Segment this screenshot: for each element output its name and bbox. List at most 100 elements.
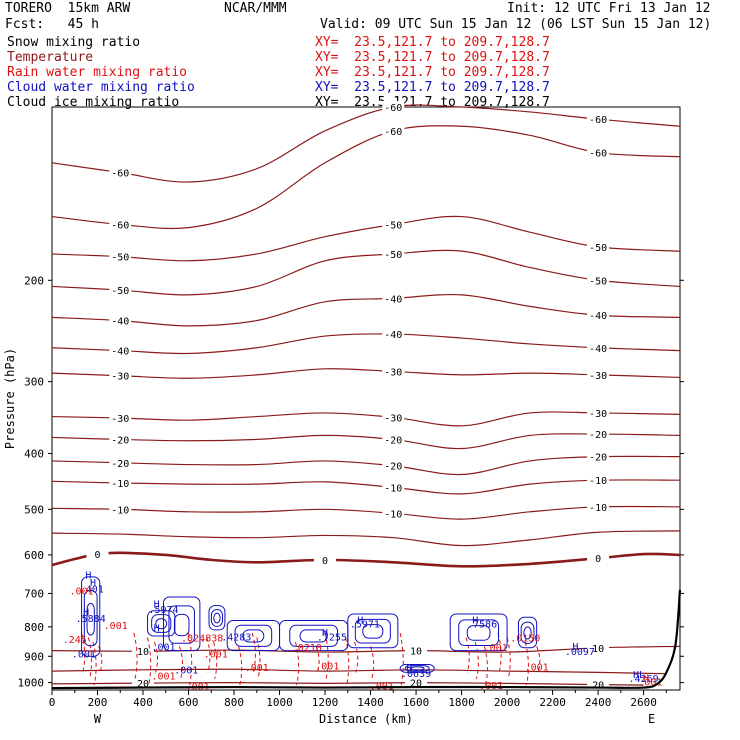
field-name-temperature: Temperature (7, 50, 94, 65)
isotherm-label: -60 (589, 149, 607, 160)
field-name-cloud-water: Cloud water mixing ratio (7, 80, 195, 95)
cloud-water-contour (213, 612, 221, 624)
y-tick-label: 200 (24, 274, 44, 287)
isotherm-label-bg (109, 369, 132, 381)
cloud-water-contour (210, 608, 224, 627)
rain-contour (206, 637, 211, 673)
isotherm-label: 20 (410, 679, 422, 690)
cloud-water-label: H (357, 616, 363, 627)
cloud-water-contour (404, 665, 430, 672)
isotherm-label: -40 (589, 344, 607, 355)
isotherm-label-bg (382, 218, 405, 230)
isotherm-line (51, 411, 681, 427)
isotherm-label: 10 (592, 644, 604, 655)
rain-label: .838 (199, 633, 223, 644)
isotherm-label: 0 (94, 550, 100, 561)
isotherm-label: -10 (589, 476, 607, 487)
x-tick-label: 1800 (448, 696, 475, 709)
cloud-water-contour (162, 596, 201, 652)
rain-label: .001 (638, 677, 662, 688)
field-xy-cloud-ice: XY= 23.5,121.7 to 209.7,128.7 (315, 95, 550, 110)
isotherm-label-bg (382, 328, 405, 340)
isotherm-label-bg (382, 481, 405, 493)
cloud-water-label: HL (633, 670, 645, 681)
y-tick-label: 300 (24, 376, 44, 389)
cloud-water-label: .001 (174, 666, 198, 677)
cloud-water-label: .7255 (317, 633, 347, 644)
isotherm-label: -50 (111, 286, 129, 297)
field-xy-temperature: XY= 23.5,121.7 to 209.7,128.7 (315, 50, 550, 65)
isotherm-label: -20 (589, 453, 607, 464)
cloud-water-contour (347, 613, 399, 649)
cloud-water-label: H (472, 616, 478, 627)
y-axis-label: Pressure (hPa) (3, 348, 17, 449)
rain-contour (524, 641, 529, 686)
rain-label: .0210 (292, 643, 322, 654)
isotherm-label-bg (405, 644, 428, 656)
isotherm-label: -40 (384, 330, 402, 341)
rain-label: .001 (525, 663, 549, 674)
rain-contour (153, 641, 159, 673)
cloud-water-contour (81, 576, 101, 657)
isotherm-label: -40 (589, 311, 607, 322)
isotherm-label-bg (86, 548, 109, 560)
header-valid: Valid: 09 UTC Sun 15 Jan 12 (06 LST Sun … (320, 17, 712, 32)
isotherm-label-bg (587, 309, 610, 321)
rain-contour (294, 641, 300, 686)
isotherm-line (51, 433, 681, 450)
cloud-water-label: .5974 (148, 605, 178, 616)
isotherm-label-bg (109, 433, 132, 445)
cloud-water-label: .5971 (350, 619, 380, 630)
rain-contour (483, 646, 488, 686)
cloud-water-contour (289, 624, 339, 647)
isotherm-label: 20 (592, 681, 604, 692)
isotherm-label-bg (382, 433, 405, 445)
x-tick-label: 2400 (585, 696, 612, 709)
isotherm-label: -60 (384, 127, 402, 138)
isotherm-label-bg (587, 428, 610, 440)
rain-contour (133, 632, 138, 679)
isotherm-label-bg (382, 507, 405, 519)
isotherm-label: -50 (589, 243, 607, 254)
isotherm-line (51, 104, 681, 183)
isotherm-line (51, 125, 681, 230)
isotherm-label: -30 (111, 372, 129, 383)
isotherm-label: -50 (589, 276, 607, 287)
cloud-water-label: H (154, 599, 160, 610)
isotherm-line (51, 551, 681, 568)
isotherm-label-bg (587, 341, 610, 353)
cloud-water-contour (208, 605, 226, 631)
rain-label: .245 (63, 635, 87, 646)
rain-contour (256, 637, 261, 679)
isotherm-line (51, 668, 667, 675)
cloud-water-label: .001 (72, 650, 96, 661)
cloud-water-contour (151, 614, 172, 633)
isotherm-label-bg (132, 645, 155, 657)
isotherm-label: -50 (384, 220, 402, 231)
isotherm-label: 0 (595, 554, 601, 565)
isotherm-label: -40 (111, 347, 129, 358)
cloud-water-label: .7586 (467, 619, 497, 630)
cloud-water-contour (354, 618, 391, 644)
isotherm-label: 10 (410, 647, 422, 658)
isotherm-label: -20 (384, 462, 402, 473)
isotherm-label: -10 (589, 503, 607, 514)
isotherm-label-bg (405, 676, 428, 688)
cloud-water-label: H (322, 628, 328, 639)
isotherm-line (51, 530, 681, 547)
isotherm-label-bg (382, 292, 405, 304)
rain-contour (87, 637, 93, 679)
isotherm-label-bg (587, 474, 610, 486)
isotherm-label: -40 (384, 294, 402, 305)
rain-contour (370, 646, 375, 679)
isotherm-label-bg (587, 678, 610, 690)
cloud-water-label: H (90, 578, 96, 589)
cloud-water-label: H (85, 571, 91, 582)
x-tick-label: 2600 (630, 696, 657, 709)
isotherm-label: -30 (384, 367, 402, 378)
y-tick-label: 700 (24, 587, 44, 600)
y-tick-label: 900 (24, 650, 44, 663)
isotherm-label: -20 (384, 435, 402, 446)
isotherm-label: -60 (589, 115, 607, 126)
